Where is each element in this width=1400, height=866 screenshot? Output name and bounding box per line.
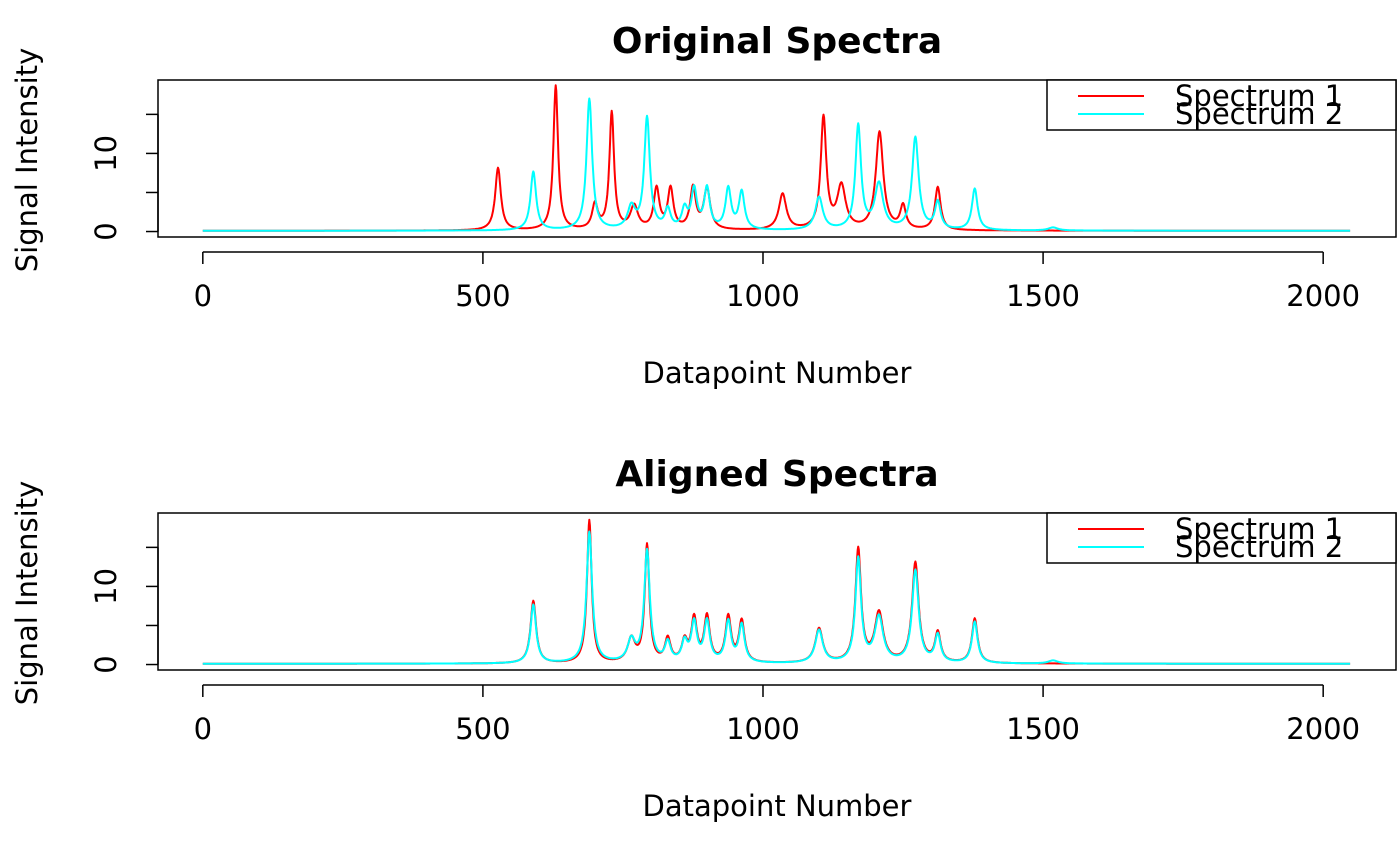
legend-label-spectrum-1: Spectrum 1 — [1175, 79, 1343, 113]
legend-label-spectrum-2: Spectrum 2 — [1175, 97, 1343, 131]
axis-group: 0 500 1000 1500 2000 0 10 — [89, 113, 1360, 313]
x-tick-label: 1000 — [726, 712, 800, 746]
series-line-spectrum-2 — [202, 530, 1351, 665]
y-tick-label: 0 — [89, 222, 123, 240]
x-tick-label: 0 — [194, 712, 212, 746]
y-tick-label: 0 — [89, 655, 123, 673]
legend-box — [1046, 79, 1397, 131]
x-tick-label: 2000 — [1286, 712, 1360, 746]
y-axis-label: Signal Intensity — [10, 48, 44, 273]
y-axis-label: Signal Intensity — [10, 481, 44, 706]
x-tick-label: 500 — [455, 712, 510, 746]
y-tick-label: 10 — [89, 135, 123, 172]
axis-group: 0 500 1000 1500 2000 0 10 — [89, 546, 1360, 746]
x-tick-label: 2000 — [1286, 279, 1360, 313]
aligned-spectra-panel: Aligned Spectra Signal Intensity Datapoi… — [10, 454, 1397, 823]
plot-frame — [157, 79, 1397, 238]
series-group — [202, 518, 1351, 665]
legend: Spectrum 1 Spectrum 2 — [1046, 512, 1397, 564]
series-line-spectrum-2 — [202, 97, 1351, 232]
y-tick-label: 10 — [89, 568, 123, 605]
chart-title: Original Spectra — [612, 21, 942, 62]
x-tick-label: 1500 — [1006, 279, 1080, 313]
x-axis-label: Datapoint Number — [643, 356, 912, 390]
series-group — [202, 84, 1351, 232]
plot-frame — [157, 512, 1397, 671]
x-tick-label: 500 — [455, 279, 510, 313]
legend-label-spectrum-1: Spectrum 1 — [1175, 512, 1343, 546]
x-tick-label: 1500 — [1006, 712, 1080, 746]
legend-box — [1046, 512, 1397, 564]
legend: Spectrum 1 Spectrum 2 — [1046, 79, 1397, 131]
x-tick-label: 1000 — [726, 279, 800, 313]
x-axis-label: Datapoint Number — [643, 789, 912, 823]
chart-title: Aligned Spectra — [615, 454, 938, 495]
x-tick-label: 0 — [194, 279, 212, 313]
legend-label-spectrum-2: Spectrum 2 — [1175, 530, 1343, 564]
original-spectra-panel: Original Spectra Signal Intensity Datapo… — [10, 21, 1397, 390]
